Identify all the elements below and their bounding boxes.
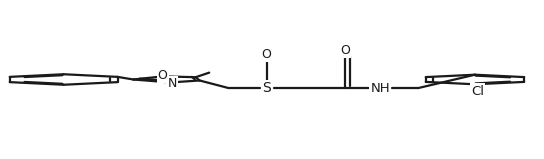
Text: NH: NH [370, 82, 390, 95]
Text: S: S [262, 81, 271, 95]
Text: O: O [340, 44, 350, 57]
Text: Cl: Cl [471, 85, 484, 97]
Text: O: O [158, 69, 168, 82]
Text: O: O [262, 48, 271, 61]
Text: N: N [168, 77, 177, 90]
